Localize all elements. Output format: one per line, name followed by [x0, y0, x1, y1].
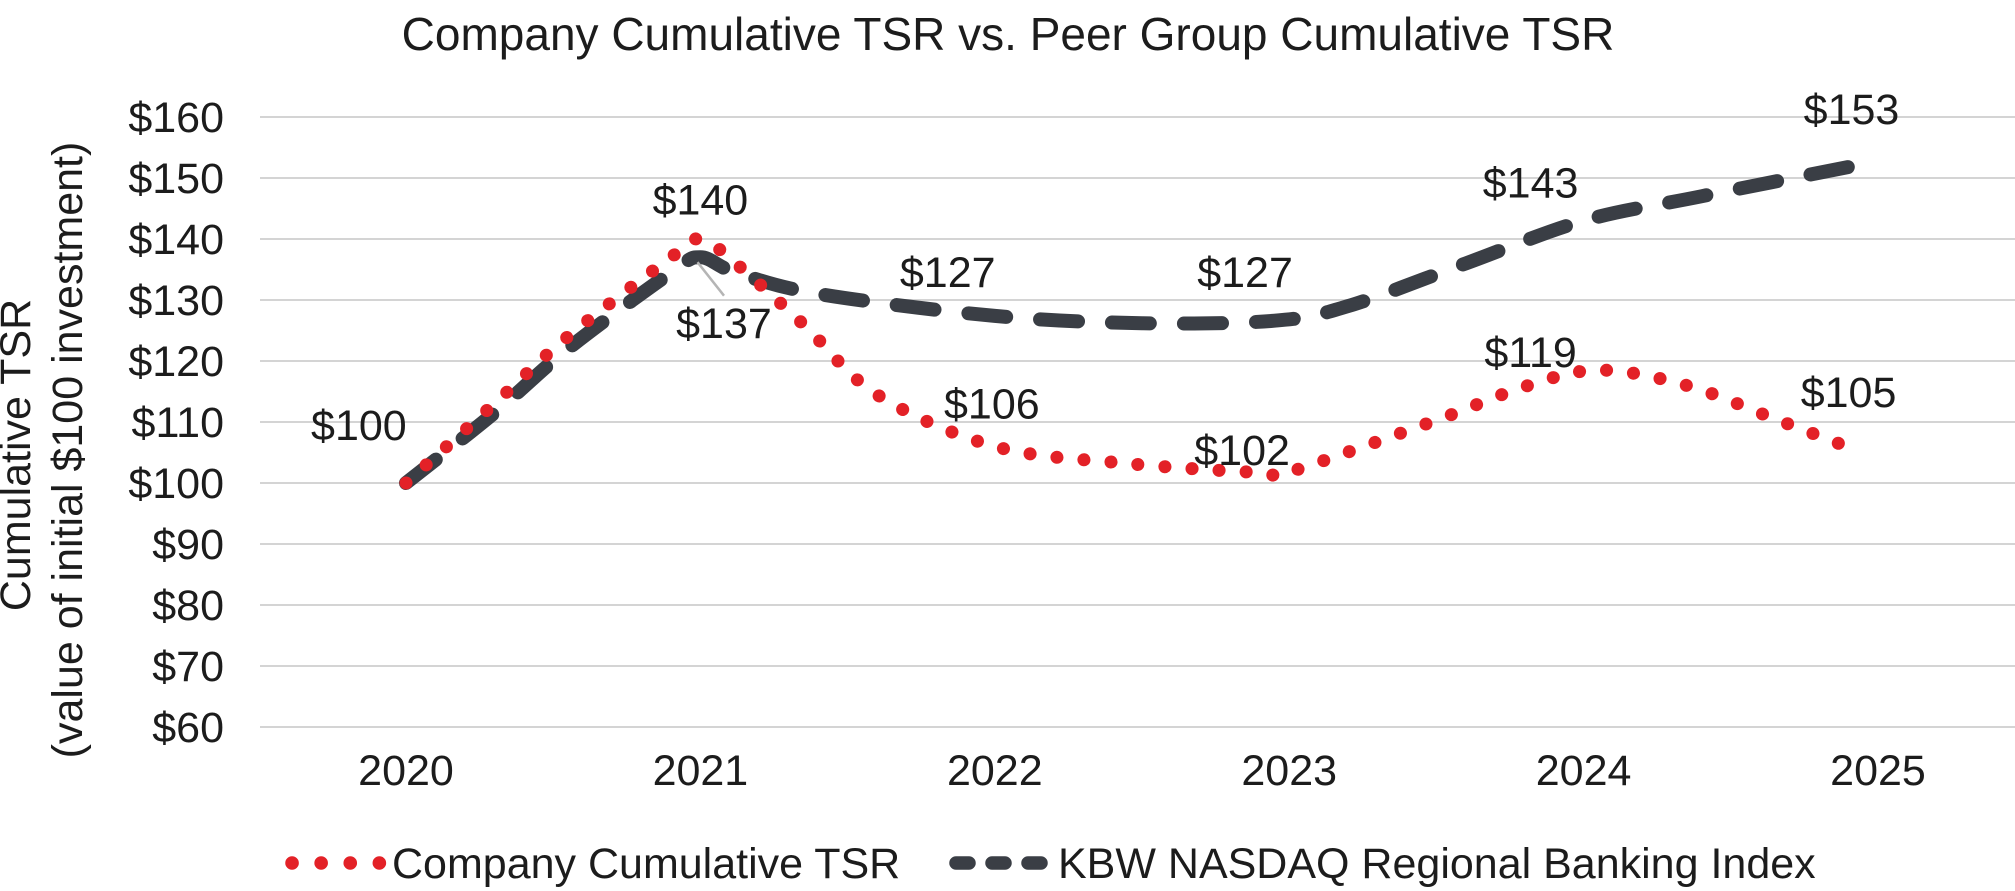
x-tick-label-2021: 2021: [653, 747, 749, 795]
data-label-company-5: $105: [1801, 369, 1897, 417]
chart-title: Company Cumulative TSR vs. Peer Group Cu…: [402, 8, 1615, 60]
y-tick-label-160: $160: [128, 94, 224, 142]
x-tick-label-2020: 2020: [358, 747, 454, 795]
data-label-index-1: $127: [900, 249, 996, 297]
y-tick-label-140: $140: [128, 216, 224, 264]
series-line-company: [399, 232, 1861, 490]
y-tick-label-150: $150: [128, 155, 224, 203]
y-tick-label-110: $110: [132, 399, 224, 447]
x-tick-label-2022: 2022: [947, 747, 1043, 795]
data-label-index-0: $137: [676, 300, 772, 348]
legend-label-index: KBW NASDAQ Regional Banking Index: [1058, 840, 1816, 888]
y-tick-label-60: $60: [152, 704, 224, 752]
y-tick-label-90: $90: [152, 521, 224, 569]
x-tick-label-2023: 2023: [1241, 747, 1337, 795]
y-tick-label-120: $120: [128, 338, 224, 386]
x-tick-label-2025: 2025: [1830, 747, 1926, 795]
y-axis-subtitle: (value of initial $100 investment): [44, 142, 92, 759]
y-tick-label-80: $80: [152, 582, 224, 630]
data-label-company-1: $140: [653, 176, 749, 224]
data-label-index-4: $153: [1804, 86, 1900, 134]
data-label-index-2: $127: [1197, 249, 1293, 297]
callout-line-index: [696, 261, 725, 297]
series-line-index: [399, 157, 1871, 490]
x-tick-label-2024: 2024: [1536, 747, 1632, 795]
data-label-company-0: $100: [311, 402, 407, 450]
y-tick-label-100: $100: [128, 460, 224, 508]
data-label-company-2: $106: [944, 381, 1040, 429]
data-label-index-3: $143: [1483, 159, 1579, 207]
y-tick-label-70: $70: [152, 643, 224, 691]
data-label-company-4: $119: [1484, 329, 1576, 377]
y-axis-title: Cumulative TSR: [0, 299, 40, 611]
y-tick-label-130: $130: [128, 277, 224, 325]
data-label-company-3: $102: [1194, 427, 1290, 475]
legend-label-company: Company Cumulative TSR: [392, 840, 900, 888]
